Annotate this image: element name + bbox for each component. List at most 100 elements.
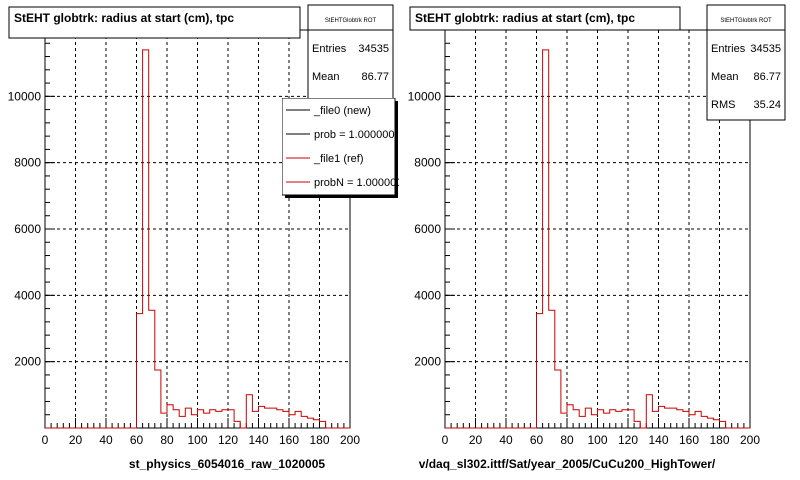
histogram-bin: [277, 410, 283, 428]
footer-label: v/daq_sl302.ittf/Sat/year_2005/CuCu200_H…: [419, 457, 716, 471]
chart-title-box: StEHT globtrk: radius at start (cm), tpc: [409, 6, 681, 31]
y-tick-label: 4000: [414, 288, 441, 302]
x-tick-label: 140: [648, 433, 668, 447]
histogram-bin: [537, 314, 543, 428]
histogram-bin: [228, 410, 234, 428]
y-tick-label: 6000: [414, 222, 441, 236]
stats-value: 34535: [750, 43, 781, 55]
histogram-bin: [652, 411, 658, 428]
histogram-bin: [628, 410, 634, 428]
stats-value: 34535: [358, 43, 389, 55]
histogram-bin: [173, 410, 179, 428]
x-tick-label: 100: [187, 433, 207, 447]
stats-label: Entries: [711, 43, 746, 55]
histogram-bin: [683, 411, 689, 428]
histogram-bin: [543, 50, 549, 428]
x-tick-label: 180: [309, 433, 329, 447]
x-tick-label: 20: [69, 433, 83, 447]
x-tick-label: 160: [679, 433, 699, 447]
left-histogram-panel: 0 20 40 60 80 100 120 140 160 180 200 2000 4000 6000 8…: [8, 4, 399, 471]
histogram-bin: [185, 408, 191, 428]
histogram-bin: [622, 410, 628, 428]
stats-value: 35.24: [753, 99, 781, 111]
histogram-bin: [137, 314, 143, 428]
histogram-bin: [289, 415, 295, 428]
histogram-bin: [143, 50, 149, 428]
stats-label: Mean: [711, 71, 739, 83]
legend-label: _file0 (new): [313, 105, 371, 117]
histogram-bin: [301, 416, 307, 428]
histogram-bin: [216, 411, 222, 428]
histogram-bin: [598, 410, 604, 428]
histogram-bin: [604, 413, 610, 428]
histogram-bin: [271, 408, 277, 428]
x-tick-label: 60: [530, 433, 544, 447]
y-tick-label: 10000: [408, 89, 442, 103]
histogram-bin: [707, 418, 713, 428]
x-tick-label: 40: [499, 433, 513, 447]
histogram-bin: [591, 415, 597, 428]
histogram-bin: [549, 310, 555, 428]
chart-title: StEHT globtrk: radius at start (cm), tpc: [415, 11, 635, 25]
histogram-bin: [204, 413, 210, 428]
histogram-bin: [149, 310, 155, 428]
histogram-bin: [179, 416, 185, 428]
stats-name: StEHTGlobtrk ROT: [720, 18, 772, 24]
title-box-frame: [8, 6, 301, 39]
histogram-bin: [720, 421, 726, 428]
x-tick-label: 200: [740, 433, 760, 447]
x-tick-label: 120: [618, 433, 638, 447]
x-tick-label: 20: [469, 433, 483, 447]
x-tick-label: 120: [218, 433, 238, 447]
y-tick-label: 2000: [14, 355, 41, 369]
legend-label: _file1 (ref): [313, 153, 364, 165]
histogram-bin: [283, 411, 289, 428]
histogram-bin: [579, 416, 585, 428]
x-tick-label: 200: [340, 433, 360, 447]
histogram-bin: [659, 406, 665, 428]
histogram-bin: [567, 405, 573, 428]
chart-title-box: StEHT globtrk: radius at start (cm), tpc: [8, 6, 301, 39]
histogram-bin: [573, 410, 579, 428]
histogram-bin: [246, 395, 252, 428]
axes: 0 20 40 60 80 100 120 140 160 180 200 2000 4000 6000 8…: [8, 29, 360, 447]
histogram-bin: [610, 410, 616, 428]
histogram-bin: [320, 421, 326, 428]
stats-value: 86.77: [753, 71, 781, 83]
histogram-bin: [252, 411, 258, 428]
y-tick-label: 2000: [414, 355, 441, 369]
y-tick-label: 4000: [14, 288, 41, 302]
histogram-bin: [234, 421, 240, 428]
x-tick-label: 60: [130, 433, 144, 447]
x-tick-label: 160: [279, 433, 299, 447]
stats-label: Entries: [312, 43, 347, 55]
stats-box-frame: [706, 4, 786, 121]
histogram-bin: [695, 411, 701, 428]
legend: _file0 (new) prob = 1.000000 _file1 (ref) p…: [282, 98, 399, 198]
axes: 0 20 40 60 80 100 120 140 160 180 200 2000 4000 6000 8…: [408, 29, 760, 447]
stats-label: RMS: [711, 99, 735, 111]
x-tick-label: 100: [587, 433, 607, 447]
stats-value: 86.77: [361, 71, 389, 83]
title-box-frame: [409, 6, 681, 31]
stats-label: Mean: [312, 71, 340, 83]
histogram-bin: [191, 415, 197, 428]
x-tick-label: 80: [560, 433, 574, 447]
histogram-bin: [222, 410, 228, 428]
histogram-bin: [555, 370, 561, 428]
histogram-bin: [295, 411, 301, 428]
chart-title: StEHT globtrk: radius at start (cm), tpc: [14, 11, 234, 25]
stats-box: StEHTGlobtrk ROT Entries 34535 Mean 86.77 RMS…: [706, 4, 786, 121]
histogram-bin: [616, 411, 622, 428]
stats-box-frame: [307, 4, 394, 101]
histogram-bin: [161, 413, 167, 428]
x-tick-label: 40: [99, 433, 113, 447]
stats-box: StEHTGlobtrk ROT Entries 34535 Mean 86.77: [307, 4, 394, 101]
histogram-bin: [265, 408, 271, 428]
x-tick-label: 80: [160, 433, 174, 447]
histogram-bin: [634, 421, 640, 428]
footer-label: st_physics_6054016_raw_1020005: [129, 457, 325, 471]
legend-label: prob = 1.000000: [314, 129, 394, 141]
right-histogram-panel: 0 20 40 60 80 100 120 140 160 180 200 2000 4000 6000 8…: [408, 4, 786, 471]
